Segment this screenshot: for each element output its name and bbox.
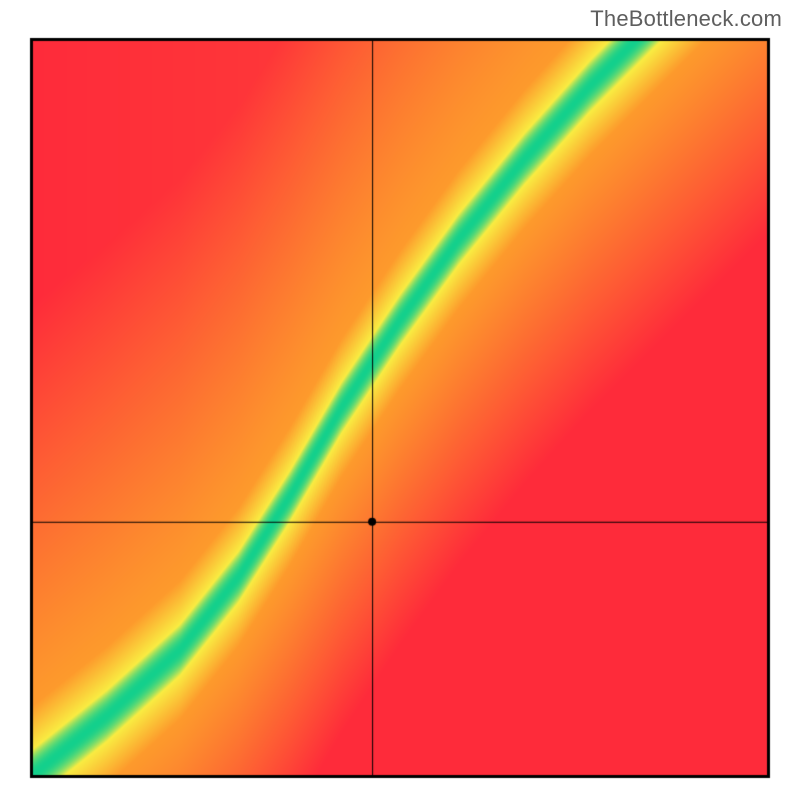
chart-container: TheBottleneck.com xyxy=(0,0,800,800)
bottleneck-heatmap xyxy=(0,0,800,800)
watermark-text: TheBottleneck.com xyxy=(590,6,782,32)
